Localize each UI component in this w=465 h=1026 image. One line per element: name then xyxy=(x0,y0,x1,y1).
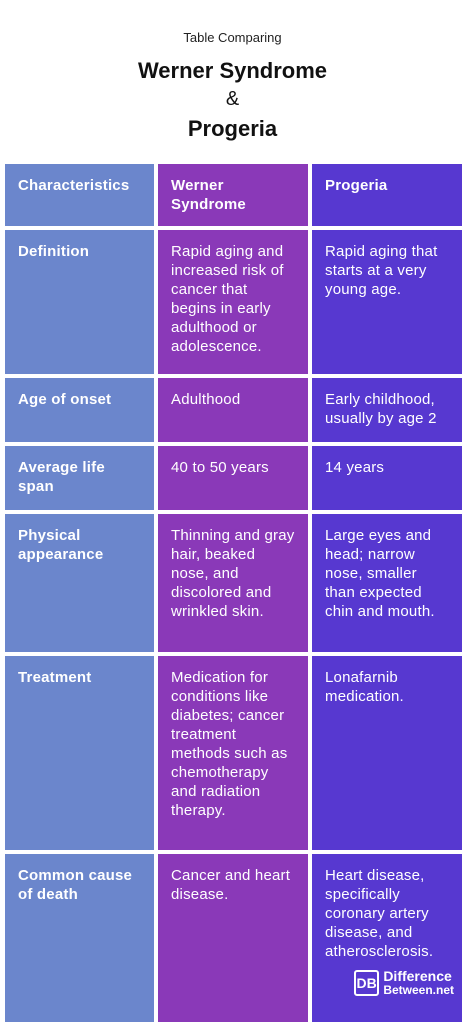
logo-line1: Difference xyxy=(383,968,452,984)
page-title-line1: Werner Syndrome xyxy=(137,58,328,83)
row-label: Definition xyxy=(5,230,154,374)
logo-line2: Between.net xyxy=(383,983,454,997)
table-row: Average life span 40 to 50 years 14 year… xyxy=(5,446,462,510)
column-header-werner: Werner Syndrome xyxy=(158,164,308,226)
progeria-cell: Rapid aging that starts at a very young … xyxy=(312,230,462,374)
row-label: Common cause of death xyxy=(5,854,154,1022)
werner-cell: Rapid aging and increased risk of cancer… xyxy=(158,230,308,374)
werner-cell: Medication for conditions like diabetes;… xyxy=(158,656,308,850)
title-ampersand: & xyxy=(225,88,240,110)
column-header-characteristics: Characteristics xyxy=(5,164,154,226)
logo-text: Difference Between.net xyxy=(383,969,454,997)
page-title-line2: Progeria xyxy=(187,116,278,141)
werner-cell: Thinning and gray hair, beaked nose, and… xyxy=(158,514,308,652)
db-logo-icon: DB xyxy=(354,970,380,996)
progeria-cell: Heart disease, specifically coronary art… xyxy=(312,854,462,1022)
comparison-table: Characteristics Werner Syndrome Progeria… xyxy=(5,164,462,1026)
page-subtitle: Table Comparing xyxy=(183,30,282,45)
row-label: Average life span xyxy=(5,446,154,510)
werner-cell: Cancer and heart disease. xyxy=(158,854,308,1022)
table-row: Definition Rapid aging and increased ris… xyxy=(5,230,462,374)
progeria-cell: Large eyes and head; narrow nose, smalle… xyxy=(312,514,462,652)
column-header-progeria: Progeria xyxy=(312,164,462,226)
werner-cell: Adulthood xyxy=(158,378,308,442)
row-label: Treatment xyxy=(5,656,154,850)
table-row: Common cause of death Cancer and heart d… xyxy=(5,854,462,1022)
table-row: Age of onset Adulthood Early childhood, … xyxy=(5,378,462,442)
table-row: Physical appearance Thinning and gray ha… xyxy=(5,514,462,652)
progeria-cell: 14 years xyxy=(312,446,462,510)
progeria-cell: Lonafarnib medication. xyxy=(312,656,462,850)
row-label: Age of onset xyxy=(5,378,154,442)
progeria-cell: Early childhood, usually by age 2 xyxy=(312,378,462,442)
table-header-row: Characteristics Werner Syndrome Progeria xyxy=(5,164,462,226)
row-label: Physical appearance xyxy=(5,514,154,652)
werner-cell: 40 to 50 years xyxy=(158,446,308,510)
table-row: Treatment Medication for conditions like… xyxy=(5,656,462,850)
difference-between-logo[interactable]: DB Difference Between.net xyxy=(354,966,454,1000)
